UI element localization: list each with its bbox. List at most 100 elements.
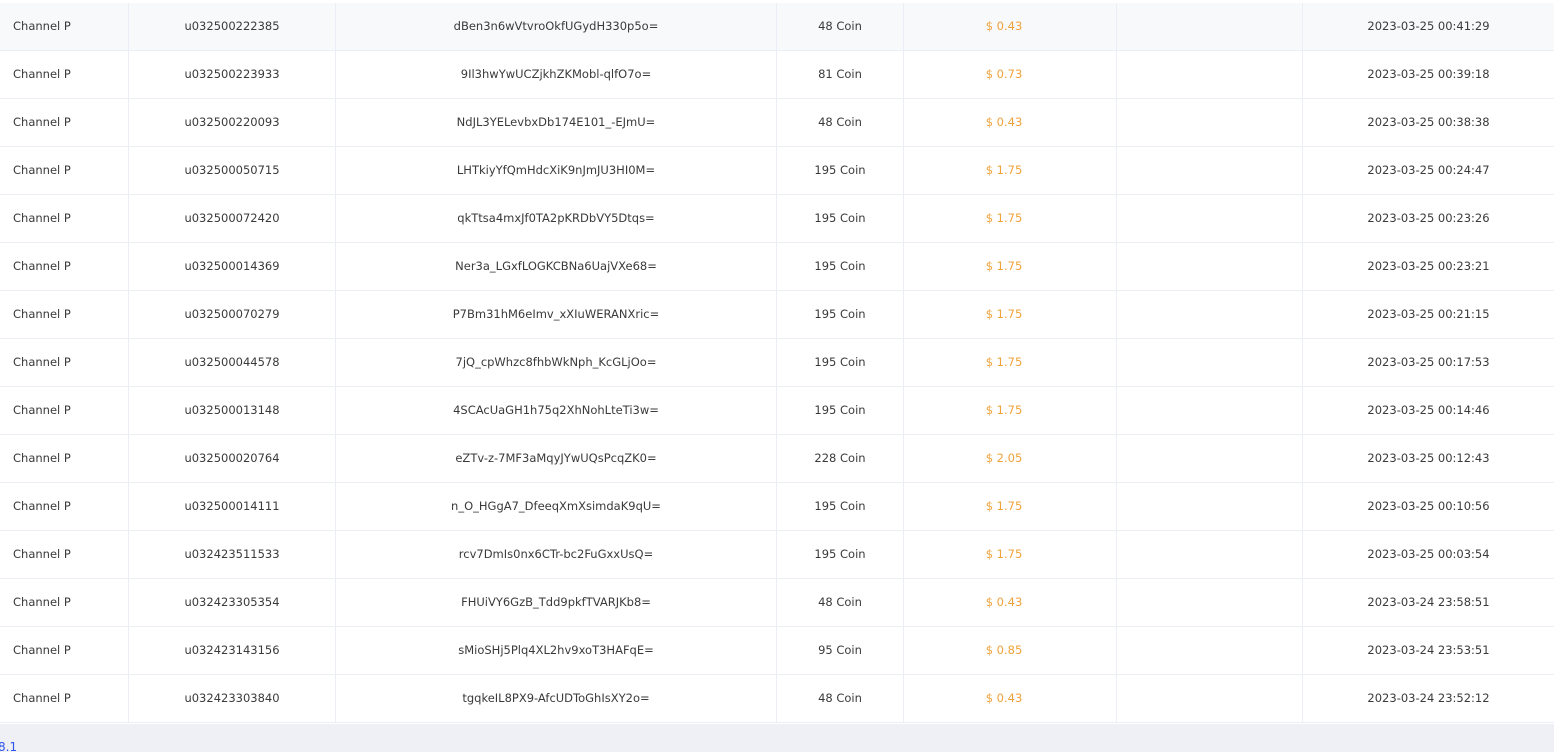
empty-cell [1117, 579, 1303, 626]
footer: 8.1 [0, 724, 1554, 754]
price-cell: $ 1.75 [904, 483, 1117, 530]
price-cell: $ 1.75 [904, 387, 1117, 434]
price-cell: $ 1.75 [904, 291, 1117, 338]
empty-cell [1117, 195, 1303, 242]
empty-cell [1117, 3, 1303, 50]
token-cell: sMioSHj5Plq4XL2hv9xoT3HAFqE= [336, 627, 777, 674]
token-cell: 7jQ_cpWhzc8fhbWkNph_KcGLjOo= [336, 339, 777, 386]
time-cell: 2023-03-25 00:41:29 [1367, 19, 1490, 33]
price-cell: $ 0.43 [904, 3, 1117, 50]
empty-cell [1117, 147, 1303, 194]
channel-cell: Channel P [0, 291, 129, 338]
user-id-cell: u032500013148 [129, 387, 336, 434]
price-cell: $ 2.05 [904, 435, 1117, 482]
amount-cell: 195 Coin [777, 531, 904, 578]
price-cell: $ 1.75 [904, 339, 1117, 386]
time-cell: 2023-03-24 23:58:51 [1367, 595, 1490, 609]
token-cell: dBen3n6wVtvroOkfUGydH330p5o= [336, 3, 777, 50]
channel-cell: Channel P [0, 483, 129, 530]
time-cell: 2023-03-25 00:14:46 [1367, 403, 1490, 417]
user-id-cell: u032423305354 [129, 579, 336, 626]
token-cell: LHTkiyYfQmHdcXiK9nJmJU3HI0M= [336, 147, 777, 194]
user-id-cell: u032423303840 [129, 675, 336, 722]
empty-cell [1117, 99, 1303, 146]
token-cell: 9Il3hwYwUCZjkhZKMobl-qlfO7o= [336, 51, 777, 98]
amount-cell: 195 Coin [777, 483, 904, 530]
user-id-cell: u032500014111 [129, 483, 336, 530]
user-id-cell: u032500072420 [129, 195, 336, 242]
amount-cell: 195 Coin [777, 147, 904, 194]
empty-cell [1117, 435, 1303, 482]
price-cell: $ 0.85 [904, 627, 1117, 674]
user-id-cell: u032500223933 [129, 51, 336, 98]
amount-cell: 195 Coin [777, 387, 904, 434]
channel-cell: Channel P [0, 675, 129, 722]
time-cell: 2023-03-25 00:10:56 [1367, 499, 1490, 513]
empty-cell [1117, 51, 1303, 98]
token-cell: FHUiVY6GzB_Tdd9pkfTVARJKb8= [336, 579, 777, 626]
token-cell: rcv7DmIs0nx6CTr-bc2FuGxxUsQ= [336, 531, 777, 578]
token-cell: 4SCAcUaGH1h75q2XhNohLteTi3w= [336, 387, 777, 434]
token-cell: n_O_HGgA7_DfeeqXmXsimdaK9qU= [336, 483, 777, 530]
channel-cell: Channel P [0, 435, 129, 482]
empty-cell [1117, 627, 1303, 674]
price-cell: $ 1.75 [904, 147, 1117, 194]
empty-cell [1117, 387, 1303, 434]
channel-cell: Channel P [0, 627, 129, 674]
channel-cell: Channel P [0, 99, 129, 146]
amount-cell: 81 Coin [777, 51, 904, 98]
amount-cell: 195 Coin [777, 195, 904, 242]
empty-cell [1117, 291, 1303, 338]
footer-text: 8.1 [0, 740, 18, 754]
price-cell: $ 1.75 [904, 195, 1117, 242]
price-cell: $ 1.75 [904, 531, 1117, 578]
user-id-cell: u032500050715 [129, 147, 336, 194]
time-cell: 2023-03-25 00:24:47 [1367, 163, 1490, 177]
price-cell: $ 0.43 [904, 675, 1117, 722]
price-cell: $ 0.43 [904, 579, 1117, 626]
user-id-cell: u032500044578 [129, 339, 336, 386]
price-cell: $ 1.75 [904, 243, 1117, 290]
time-cell: 2023-03-25 00:39:18 [1367, 67, 1490, 81]
token-cell: tgqkeIL8PX9-AfcUDToGhIsXY2o= [336, 675, 777, 722]
user-id-cell: u032500020764 [129, 435, 336, 482]
user-id-cell: u032500222385 [129, 3, 336, 50]
amount-cell: 228 Coin [777, 435, 904, 482]
amount-cell: 48 Coin [777, 579, 904, 626]
user-id-cell: u032500220093 [129, 99, 336, 146]
time-cell: 2023-03-25 00:23:21 [1367, 259, 1490, 273]
amount-cell: 48 Coin [777, 675, 904, 722]
user-id-cell: u032423143156 [129, 627, 336, 674]
empty-cell [1117, 483, 1303, 530]
empty-cell [1117, 675, 1303, 722]
amount-cell: 195 Coin [777, 243, 904, 290]
time-cell: 2023-03-25 00:21:15 [1367, 307, 1490, 321]
amount-cell: 95 Coin [777, 627, 904, 674]
channel-cell: Channel P [0, 579, 129, 626]
channel-cell: Channel P [0, 243, 129, 290]
time-cell: 2023-03-25 00:23:26 [1367, 211, 1490, 225]
amount-cell: 195 Coin [777, 339, 904, 386]
amount-cell: 195 Coin [777, 291, 904, 338]
empty-cell [1117, 243, 1303, 290]
token-cell: NdJL3YELevbxDb174E101_-EJmU= [336, 99, 777, 146]
empty-cell [1117, 339, 1303, 386]
user-id-cell: u032423511533 [129, 531, 336, 578]
time-cell: 2023-03-25 00:03:54 [1367, 547, 1490, 561]
channel-cell: Channel P [0, 531, 129, 578]
